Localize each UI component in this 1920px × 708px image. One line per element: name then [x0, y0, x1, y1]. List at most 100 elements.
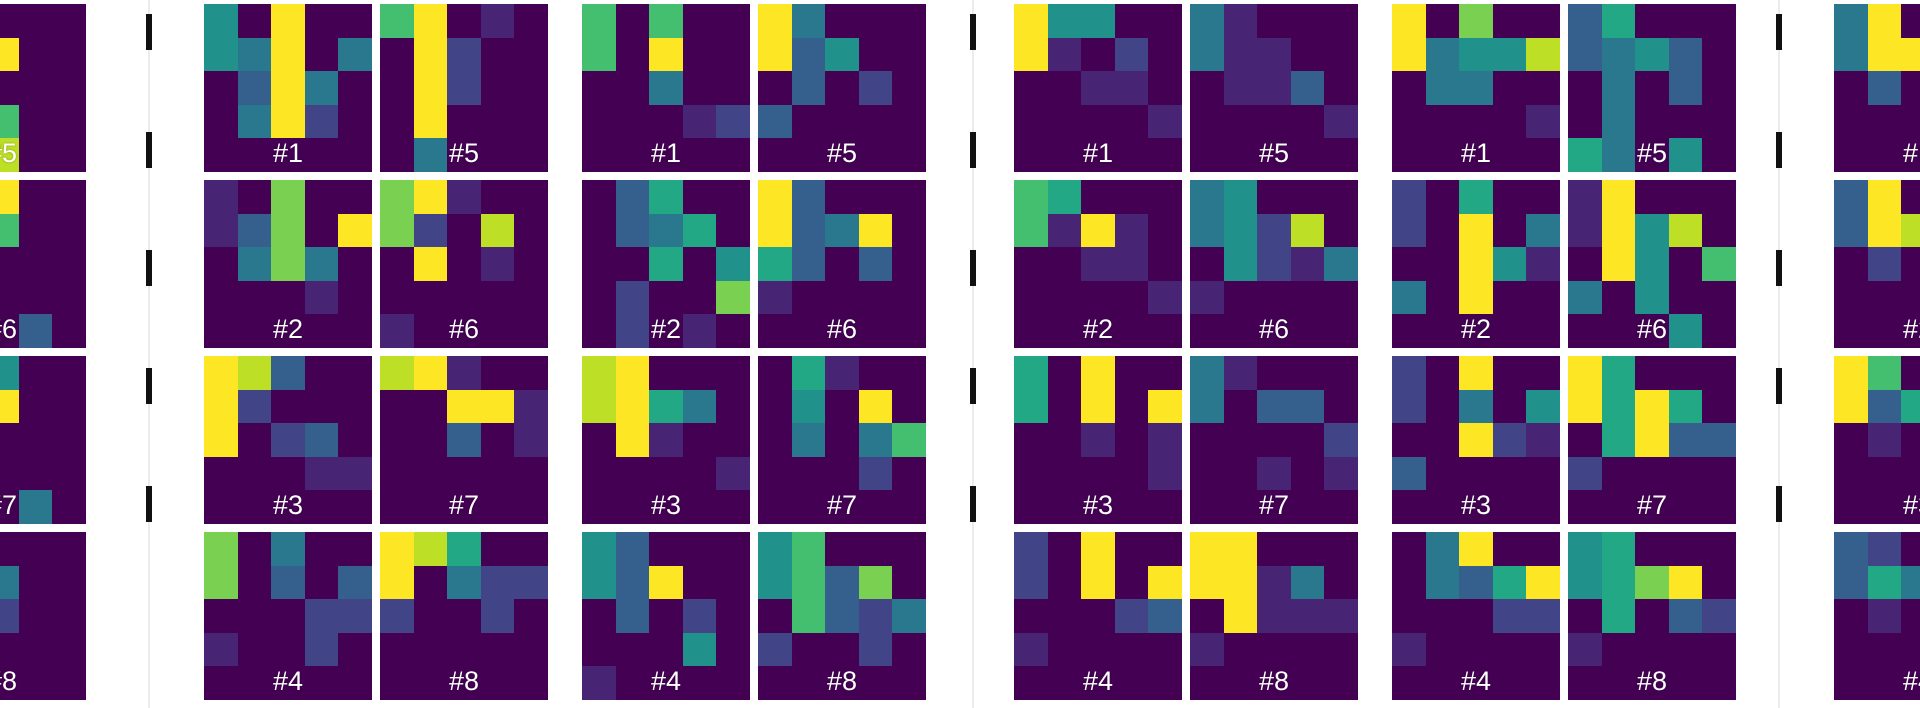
heatmap-cell: [1601, 532, 1636, 633]
heatmap-cell: [1148, 456, 1182, 491]
heatmap-tile: #6: [758, 180, 926, 348]
heatmap-cell: [1392, 632, 1426, 667]
heatmap-cell: [615, 356, 650, 457]
heatmap-cell: [682, 632, 717, 667]
heatmap-cell: [1668, 138, 1703, 172]
heatmap-cell: [1702, 247, 1736, 281]
heatmap-cell: [1901, 213, 1920, 248]
heatmap-tile: #7: [1190, 356, 1358, 524]
heatmap-cell: [1492, 37, 1527, 72]
heatmap-cell: [0, 356, 19, 390]
heatmap-cell: [1014, 632, 1048, 667]
heatmap-cell: [1223, 180, 1258, 281]
heatmap-cell: [1702, 423, 1736, 457]
heatmap-tile: #7: [380, 356, 548, 524]
tile-label: #2: [1902, 314, 1920, 344]
heatmap-cell: [858, 389, 893, 424]
heatmap-cell: [0, 565, 19, 600]
heatmap-cell: [1635, 37, 1669, 72]
heatmap-cell: [480, 247, 515, 281]
heatmap-cell: [480, 565, 515, 633]
heatmap-cell: [1114, 37, 1149, 72]
heatmap-tile: #8: [0, 532, 86, 700]
heatmap-tile: #1: [1834, 4, 1920, 172]
heatmap-tile: #5: [0, 4, 86, 172]
heatmap-cell: [758, 280, 792, 315]
heatmap-cell: [1702, 599, 1736, 633]
heatmap-cell: [1867, 532, 1902, 566]
heatmap-cell: [413, 213, 448, 248]
heatmap-cell: [1668, 213, 1703, 248]
heatmap-cell: [1014, 4, 1048, 72]
heatmap-cell: [758, 104, 792, 139]
heatmap-cell: [1867, 37, 1902, 72]
heatmap-tile: #6: [380, 180, 548, 348]
heatmap-cell: [1223, 532, 1258, 633]
heatmap-cell: [204, 180, 238, 248]
heatmap-cell: [1668, 314, 1703, 348]
separator-dash: [146, 368, 152, 404]
heatmap-cell: [1459, 71, 1493, 105]
heatmap-cell: [582, 532, 616, 600]
heatmap-tile: #3: [1392, 356, 1560, 524]
heatmap-cell: [1601, 356, 1636, 457]
heatmap-cell: [1148, 599, 1182, 633]
heatmap-cell: [1081, 247, 1115, 281]
heatmap-cell: [1867, 213, 1902, 248]
heatmap-cell: [1568, 356, 1602, 424]
heatmap-tile: #5: [758, 4, 926, 172]
heatmap-cell: [1635, 565, 1669, 600]
heatmap-cell: [0, 37, 19, 72]
heatmap-cell: [447, 423, 481, 457]
heatmap-cell: [1257, 456, 1291, 491]
heatmap-cell: [480, 4, 515, 38]
heatmap-cell: [649, 423, 683, 457]
separator-dash: [1776, 486, 1782, 522]
heatmap-cell: [380, 599, 414, 633]
heatmap-cell: [1324, 599, 1358, 633]
tile-label: #2: [1460, 314, 1492, 344]
heatmap-cell: [18, 490, 53, 524]
heatmap-cell: [1290, 565, 1325, 600]
heatmap-cell: [1459, 213, 1493, 315]
heatmap-cell: [791, 180, 826, 281]
heatmap-cell: [1324, 247, 1358, 281]
tile-label: #3: [650, 490, 682, 520]
heatmap-cell: [447, 37, 481, 105]
heatmap-cell: [1668, 599, 1703, 633]
tile-label: #7: [1258, 490, 1290, 520]
heatmap-cell: [615, 37, 650, 72]
separator-dash: [146, 132, 152, 168]
heatmap-cell: [413, 138, 448, 172]
heatmap-cell: [1148, 565, 1182, 600]
heatmap-cell: [1290, 599, 1325, 633]
heatmap-cell: [447, 565, 481, 600]
heatmap-cell: [858, 423, 893, 457]
heatmap-cell: [304, 104, 339, 139]
heatmap-cell: [304, 423, 339, 457]
heatmap-cell: [1668, 37, 1703, 72]
heatmap-cell: [1568, 456, 1602, 491]
heatmap-tile: #2: [1392, 180, 1560, 348]
heatmap-cell: [1190, 632, 1224, 667]
heatmap-cell: [858, 599, 893, 667]
heatmap-tile: #3: [582, 356, 750, 524]
heatmap-cell: [204, 356, 238, 457]
tile-label: #6: [826, 314, 858, 344]
heatmap-cell: [649, 213, 683, 248]
heatmap-cell: [1492, 247, 1527, 281]
heatmap-cell: [1190, 532, 1224, 600]
heatmap-cell: [1867, 71, 1902, 105]
heatmap-cell: [0, 104, 19, 139]
heatmap-cell: [1081, 4, 1115, 38]
heatmap-cell: [1324, 456, 1358, 491]
group-separator: [1778, 0, 1780, 708]
heatmap-tile: #4: [204, 532, 372, 700]
heatmap-cell: [682, 599, 717, 633]
heatmap-cell: [1526, 37, 1560, 72]
heatmap-cell: [1668, 389, 1703, 424]
heatmap-cell: [1324, 423, 1358, 457]
heatmap-cell: [304, 280, 339, 315]
heatmap-cell: [1392, 180, 1426, 248]
heatmap-cell: [1459, 532, 1493, 566]
